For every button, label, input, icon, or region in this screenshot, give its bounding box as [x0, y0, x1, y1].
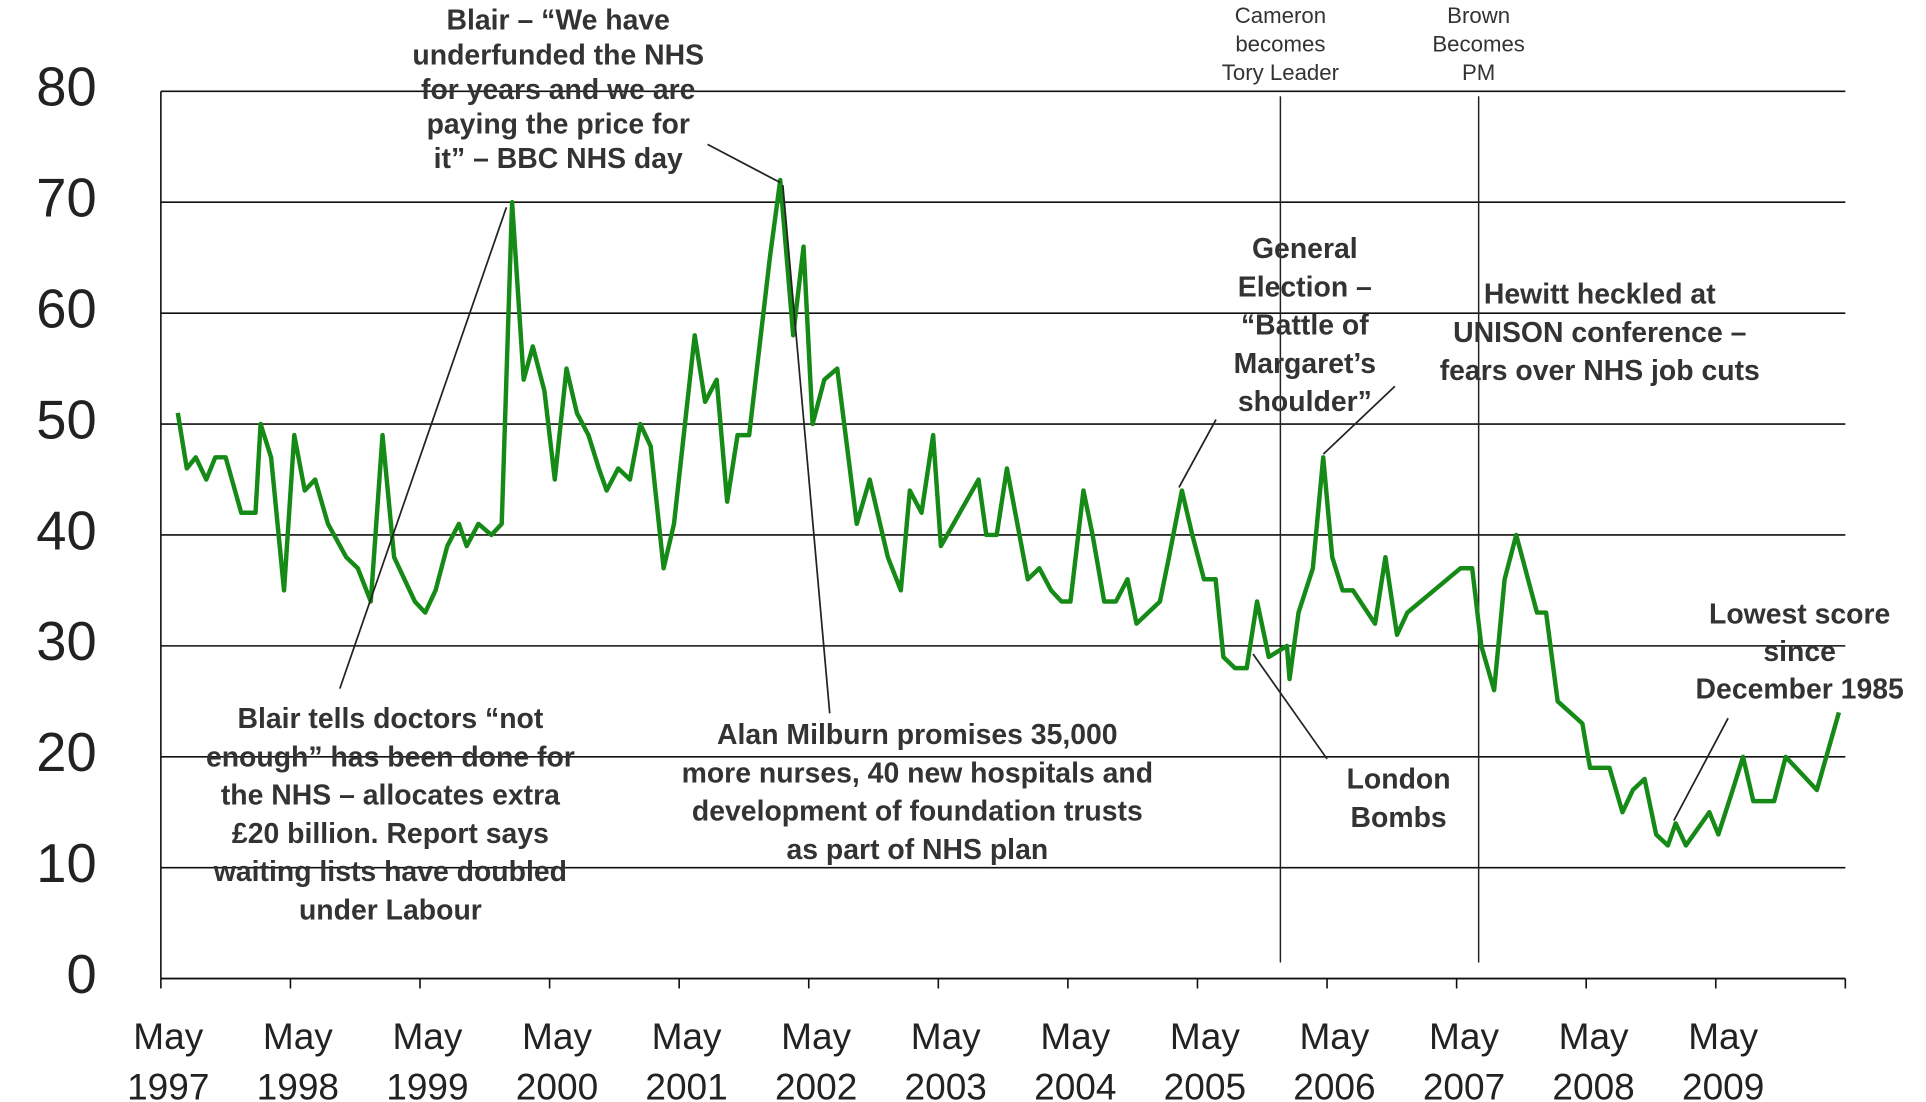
annotation: more nurses, 40 new hospitals and	[682, 757, 1154, 789]
x-tick-label: May 2002	[775, 1015, 857, 1102]
event-label: Cameron	[1235, 3, 1326, 28]
annotation: Hewitt heckled at	[1484, 279, 1716, 311]
x-tick-label: May 2000	[516, 1015, 598, 1102]
leader-line	[1322, 385, 1396, 455]
event-label: Becomes	[1432, 32, 1525, 57]
annotation: Election –	[1238, 271, 1372, 303]
y-tick-label: 30	[36, 611, 96, 672]
x-tick-label: May 2005	[1164, 1015, 1246, 1102]
y-tick-label: 60	[36, 278, 96, 339]
annotation: UNISON conference –	[1453, 317, 1746, 349]
y-tick-label: 50	[36, 389, 96, 450]
annotation: development of foundation trusts	[692, 796, 1143, 828]
annotation: enough” has been done for	[206, 741, 575, 773]
event-label: Tory Leader	[1222, 60, 1340, 85]
annotation: London	[1347, 764, 1451, 796]
leader-line	[1178, 419, 1217, 488]
annotation: General	[1252, 233, 1358, 265]
leader-line	[707, 143, 781, 184]
annotation: since	[1763, 636, 1836, 668]
annotation: “Battle of	[1241, 310, 1369, 342]
x-tick-label: May 2004	[1034, 1015, 1116, 1102]
y-tick-label: 20	[36, 722, 96, 783]
event-label: Brown	[1447, 3, 1510, 28]
annotation: under Labour	[299, 894, 482, 926]
annotation: the NHS – allocates extra	[221, 780, 560, 812]
y-tick-label: 70	[36, 168, 96, 229]
y-tick-label: 80	[36, 57, 96, 118]
x-tick-label: May 2006	[1293, 1015, 1375, 1102]
leader-line	[1673, 717, 1729, 822]
x-tick-label: May 1999	[386, 1015, 468, 1102]
annotation: December 1985	[1696, 674, 1904, 706]
leader-line	[781, 185, 831, 714]
event-label: PM	[1462, 60, 1495, 85]
annotation: Alan Milburn promises 35,000	[717, 719, 1118, 751]
annotation: it” – BBC NHS day	[434, 143, 683, 175]
annotation: fears over NHS job cuts	[1440, 355, 1760, 387]
annotation: paying the price for	[427, 108, 690, 140]
x-tick-label: May 1997	[127, 1015, 209, 1102]
event-label: becomes	[1235, 32, 1325, 57]
annotation: £20 billion. Report says	[232, 818, 549, 850]
annotation: Lowest score	[1709, 598, 1890, 630]
annotation: as part of NHS plan	[786, 834, 1048, 866]
leader-line	[1252, 653, 1328, 760]
annotation: waiting lists have doubled	[213, 856, 567, 888]
x-tick-label: May 2008	[1552, 1015, 1634, 1102]
x-tick-label: May 2007	[1423, 1015, 1505, 1102]
y-tick-label: 0	[66, 944, 96, 1005]
x-tick-label: May 2009	[1682, 1015, 1764, 1102]
annotation: underfunded the NHS	[412, 39, 704, 71]
x-tick-label: May 1998	[257, 1015, 339, 1102]
x-tick-label: May 2003	[905, 1015, 987, 1102]
data-line	[175, 177, 1842, 848]
leader-line	[338, 207, 508, 689]
y-tick-label: 40	[36, 500, 96, 561]
annotation: for years and we are	[421, 74, 695, 106]
annotation: shoulder”	[1238, 386, 1372, 418]
x-tick-label: May 2001	[645, 1015, 727, 1102]
annotation: Blair tells doctors “not	[237, 703, 543, 735]
y-tick-label: 10	[36, 833, 96, 894]
annotation: Margaret’s	[1234, 348, 1376, 380]
annotation: Blair – “We have	[447, 5, 670, 37]
annotation: Bombs	[1351, 802, 1447, 834]
